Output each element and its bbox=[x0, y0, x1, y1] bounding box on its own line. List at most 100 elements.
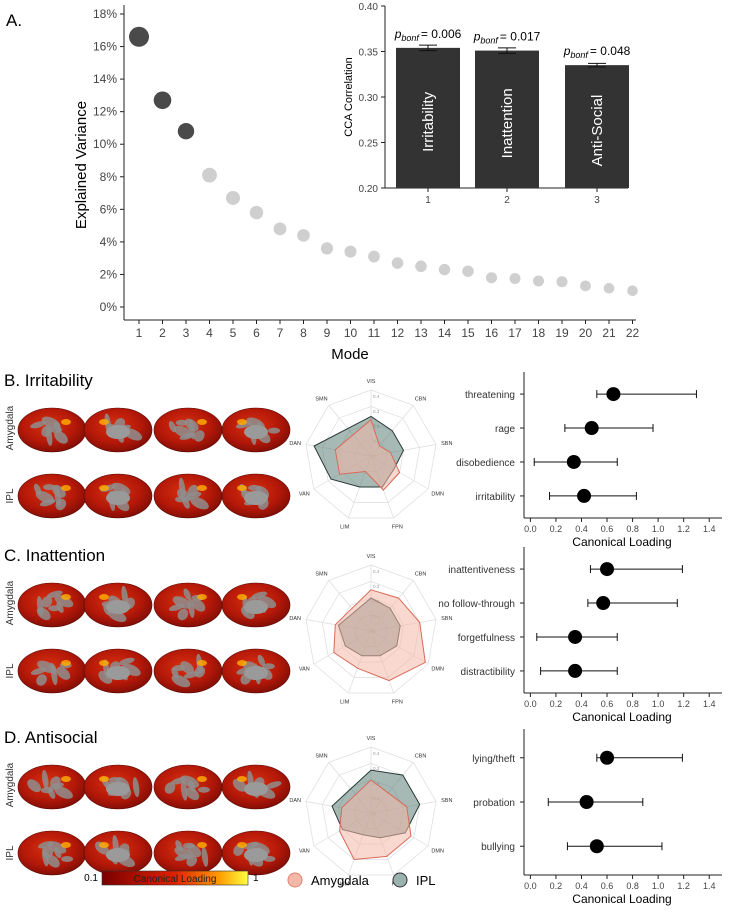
brain-gyrus bbox=[61, 856, 74, 862]
panel-label: D. Antisocial bbox=[4, 728, 98, 747]
scatter-xtick-label: 14 bbox=[438, 326, 452, 340]
scatter-point bbox=[415, 260, 427, 273]
brain-surface-map bbox=[153, 582, 223, 628]
medial-wall bbox=[106, 666, 130, 680]
scatter-point bbox=[603, 282, 615, 294]
radar-grid-ring bbox=[305, 746, 437, 876]
radar-axis-label: CBN bbox=[415, 572, 427, 578]
panel-d: D. AntisocialAmygdalaIPLVISCBNSBNDMNFPNL… bbox=[4, 728, 722, 906]
brain-gyrus bbox=[48, 782, 64, 791]
scatter-point bbox=[226, 190, 240, 205]
brain-surface bbox=[153, 764, 223, 810]
brain-gyrus bbox=[168, 420, 177, 433]
scatter-xtick-label: 13 bbox=[414, 326, 428, 340]
brain-surface-map bbox=[221, 582, 291, 628]
brain-surface-map bbox=[221, 407, 291, 453]
forest-item-label: threatening bbox=[465, 390, 515, 401]
hot-spot bbox=[61, 485, 71, 491]
scatter-xtick-label: 4 bbox=[206, 326, 213, 340]
brain-surface-map bbox=[83, 582, 153, 628]
brain-surface-map bbox=[17, 473, 87, 519]
inset-ytick-label: 0.40 bbox=[359, 2, 379, 13]
scatter-point bbox=[627, 285, 638, 297]
brain-gyrus bbox=[182, 497, 190, 509]
radar-axis-label: SMN bbox=[315, 572, 327, 578]
panel-a-label: A. bbox=[6, 11, 22, 30]
radar-axis-label: VAN bbox=[299, 492, 310, 498]
radar-axis-label: FPN bbox=[392, 525, 403, 531]
radar-amygdala-polygon bbox=[333, 589, 426, 682]
forest-point bbox=[596, 596, 611, 611]
inset-bar bbox=[396, 47, 460, 188]
brain-surface-map bbox=[221, 830, 291, 876]
scatter-point bbox=[462, 265, 474, 277]
scatter-ytick-label: 8% bbox=[100, 170, 118, 184]
p-value-text: = 0.048 bbox=[590, 44, 631, 58]
inset-p-value: pbonf = 0.006 bbox=[394, 27, 462, 43]
radar-ring-label: 0.4 bbox=[373, 569, 380, 574]
brain-row-label: Amygdala bbox=[5, 580, 16, 625]
brain-gyrus bbox=[232, 778, 247, 792]
scatter-point bbox=[391, 257, 404, 269]
medial-wall bbox=[244, 782, 268, 796]
scatter-xtick-label: 19 bbox=[555, 326, 569, 340]
forest-xtick-label: 1.0 bbox=[652, 881, 665, 891]
brain-gyrus bbox=[41, 425, 52, 437]
brain-gyrus bbox=[171, 667, 179, 679]
hot-spot bbox=[237, 419, 247, 425]
inset-ytick-label: 0.35 bbox=[359, 48, 379, 59]
radar-grid-ring bbox=[305, 564, 437, 694]
brain-row-label: IPL bbox=[5, 845, 16, 860]
forest-item-label: inattentiveness bbox=[448, 565, 515, 576]
radar-axis-label: SMN bbox=[315, 754, 327, 760]
scatter-point bbox=[344, 245, 357, 258]
forest-xtick-label: 1.4 bbox=[703, 881, 716, 891]
hot-spot bbox=[99, 485, 109, 491]
inset-xtick-label: 2 bbox=[504, 195, 510, 206]
brain-gyrus bbox=[178, 477, 186, 498]
scatter-point bbox=[273, 222, 287, 236]
forest-item-label: rage bbox=[495, 424, 515, 435]
brain-gyrus bbox=[164, 782, 176, 794]
forest-item-label: bullying bbox=[481, 842, 515, 853]
hot-spot bbox=[61, 419, 71, 425]
scatter-xtick-label: 21 bbox=[602, 326, 616, 340]
scatter-xtick-label: 20 bbox=[579, 326, 593, 340]
scatter-ytick-label: 4% bbox=[100, 235, 118, 249]
hot-spot bbox=[99, 594, 109, 600]
radar-grid-ring bbox=[321, 581, 421, 678]
radar-grid-ring bbox=[305, 389, 437, 519]
hot-spot bbox=[237, 485, 247, 491]
scatter-xtick-label: 7 bbox=[277, 326, 284, 340]
legend-amygdala-label: Amygdala bbox=[311, 873, 370, 888]
scatter-point bbox=[509, 273, 521, 285]
hot-spot bbox=[61, 842, 71, 848]
radar-axis-label: CBN bbox=[415, 754, 427, 760]
scatter-point bbox=[533, 275, 544, 287]
inset-y-label: CCA Correlation bbox=[343, 57, 355, 136]
radar-axis-label: VAN bbox=[299, 667, 310, 673]
brain-gyrus bbox=[53, 421, 62, 433]
radar-axis-label: VIS bbox=[367, 736, 376, 742]
colorbar-max-label: 1 bbox=[253, 873, 259, 884]
radar-grid-ring bbox=[321, 406, 421, 503]
medial-wall bbox=[244, 425, 268, 439]
radar-axis-label: VIS bbox=[367, 554, 376, 560]
brain-gyrus bbox=[268, 427, 280, 434]
brain-gyrus bbox=[56, 601, 64, 613]
brain-gyrus bbox=[132, 777, 140, 798]
scatter-xtick-label: 8 bbox=[300, 326, 307, 340]
canonical-loading-forest-plot: 0.0 0.2 0.4 0.6 0.8 1.0 1.2 1.4 Canonical Loadin… bbox=[472, 729, 722, 906]
forest-xtick-label: 0.8 bbox=[626, 524, 639, 534]
forest-point bbox=[566, 454, 581, 469]
forest-xtick-label: 1.4 bbox=[703, 524, 716, 534]
scatter-xtick-label: 11 bbox=[368, 326, 381, 340]
brain-gyrus bbox=[49, 662, 57, 675]
brain-gyrus bbox=[197, 786, 210, 793]
p-subscript: bonf bbox=[480, 36, 499, 46]
brain-gyrus bbox=[42, 769, 49, 790]
hot-spot bbox=[237, 660, 247, 666]
forest-xtick-label: 0.6 bbox=[601, 524, 614, 534]
forest-xtick-label: 0.0 bbox=[524, 524, 537, 534]
